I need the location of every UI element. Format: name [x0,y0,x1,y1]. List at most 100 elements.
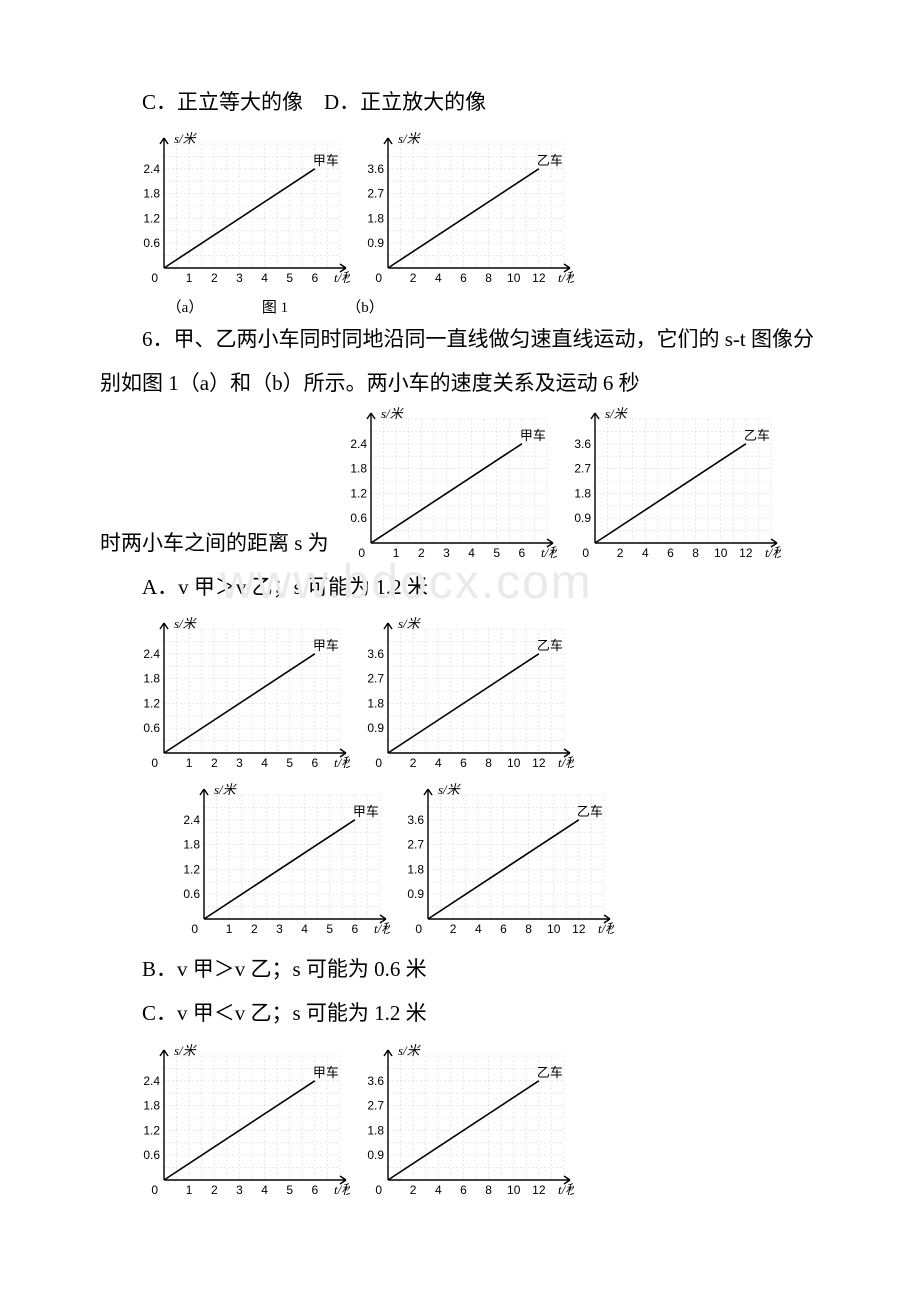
svg-text:1: 1 [392,546,399,560]
svg-text:2.7: 2.7 [574,462,591,476]
svg-text:6: 6 [312,1183,319,1197]
svg-text:t/秒: t/秒 [558,755,574,770]
svg-text:6: 6 [460,756,467,770]
svg-text:甲车: 甲车 [520,428,546,443]
chart-a-2: 0.61.21.82.41234560s/米t/秒甲车 [337,405,557,565]
svg-text:4: 4 [261,1183,268,1197]
svg-text:乙车: 乙车 [537,638,563,653]
svg-text:0.6: 0.6 [143,722,160,736]
svg-text:12: 12 [532,756,546,770]
svg-text:2: 2 [211,271,218,285]
svg-text:2.4: 2.4 [143,162,160,176]
option-c-top: C．正立等大的像 [142,90,303,114]
svg-text:0.6: 0.6 [143,1148,160,1162]
option-a: A．v 甲＞v 乙；s 可能为 1.2 米 [100,565,820,609]
svg-text:10: 10 [714,546,728,560]
svg-text:8: 8 [525,922,532,936]
svg-text:t/秒: t/秒 [558,270,574,285]
svg-text:0.9: 0.9 [367,1148,384,1162]
svg-text:1.2: 1.2 [183,863,200,877]
svg-text:0: 0 [151,756,158,770]
svg-text:4: 4 [435,1183,442,1197]
svg-text:8: 8 [485,271,492,285]
svg-text:1.8: 1.8 [407,863,424,877]
chart-pair-1: 0.61.21.82.41234560s/米t/秒甲车 0.91.82.73.6… [130,130,820,290]
svg-text:1: 1 [186,756,193,770]
svg-text:2.7: 2.7 [367,187,384,201]
svg-text:5: 5 [493,546,500,560]
chart-b-1: 0.91.82.73.6246810120s/米t/秒乙车 [354,130,574,290]
svg-text:1.2: 1.2 [350,487,367,501]
svg-text:0: 0 [151,1183,158,1197]
fig1-caption: （a） 图 1 （b） [130,296,820,317]
svg-text:3: 3 [276,922,283,936]
svg-text:s/米: s/米 [174,131,198,146]
svg-text:1.2: 1.2 [143,697,160,711]
svg-text:0: 0 [358,546,365,560]
svg-text:4: 4 [468,546,475,560]
svg-text:4: 4 [435,756,442,770]
chart-pair-5: 0.61.21.82.41234560s/米t/秒甲车 0.91.82.73.6… [130,1042,820,1202]
svg-text:乙车: 乙车 [744,428,770,443]
svg-text:乙车: 乙车 [537,1064,563,1079]
svg-text:2: 2 [410,756,417,770]
svg-text:0.9: 0.9 [574,511,591,525]
chart-a-5: 0.61.21.82.41234560s/米t/秒甲车 [130,1042,350,1202]
svg-text:2: 2 [251,922,258,936]
svg-text:甲车: 甲车 [313,1064,339,1079]
svg-text:8: 8 [692,546,699,560]
svg-text:2.7: 2.7 [367,672,384,686]
svg-text:t/秒: t/秒 [598,921,614,936]
svg-text:3: 3 [236,756,243,770]
svg-text:10: 10 [507,271,521,285]
chart-pair-4: 0.61.21.82.41234560s/米t/秒甲车 0.91.82.73.6… [170,781,820,941]
svg-text:4: 4 [261,271,268,285]
svg-text:1.2: 1.2 [143,211,160,225]
svg-text:5: 5 [286,1183,293,1197]
svg-text:3.6: 3.6 [367,647,384,661]
svg-text:乙车: 乙车 [577,804,603,819]
svg-text:t/秒: t/秒 [558,1182,574,1197]
svg-text:2.4: 2.4 [143,647,160,661]
chart-b-3: 0.91.82.73.6246810120s/米t/秒乙车 [354,615,574,775]
svg-text:1.8: 1.8 [143,1098,160,1112]
svg-text:1.8: 1.8 [367,697,384,711]
svg-text:4: 4 [261,756,268,770]
svg-text:3: 3 [443,546,450,560]
svg-text:6: 6 [312,756,319,770]
svg-text:0: 0 [375,756,382,770]
svg-text:12: 12 [532,1183,546,1197]
svg-text:2: 2 [410,1183,417,1197]
chart-b-2: 0.91.82.73.6246810120s/米t/秒乙车 [561,405,781,565]
svg-text:s/米: s/米 [174,616,198,631]
svg-text:0.9: 0.9 [407,888,424,902]
svg-text:s/米: s/米 [438,782,462,797]
svg-text:s/米: s/米 [398,131,422,146]
svg-text:1.8: 1.8 [183,838,200,852]
svg-text:1.8: 1.8 [367,1123,384,1137]
svg-text:4: 4 [301,922,308,936]
option-d-top: D．正立放大的像 [324,90,486,114]
svg-text:6: 6 [352,922,359,936]
option-line-cd: C．正立等大的像 D．正立放大的像 [100,80,820,124]
svg-text:6: 6 [460,271,467,285]
svg-text:3: 3 [236,271,243,285]
chart-b-4: 0.91.82.73.6246810120s/米t/秒乙车 [394,781,614,941]
chart-a-4: 0.61.21.82.41234560s/米t/秒甲车 [170,781,390,941]
svg-text:s/米: s/米 [174,1043,198,1058]
svg-text:1.8: 1.8 [574,487,591,501]
svg-text:0.9: 0.9 [367,236,384,250]
svg-text:8: 8 [485,1183,492,1197]
svg-text:1.8: 1.8 [350,462,367,476]
svg-text:3.6: 3.6 [574,437,591,451]
svg-text:12: 12 [739,546,753,560]
svg-text:5: 5 [286,756,293,770]
svg-text:0: 0 [191,922,198,936]
svg-text:1.2: 1.2 [143,1123,160,1137]
svg-text:1.8: 1.8 [143,187,160,201]
svg-text:0: 0 [375,1183,382,1197]
svg-text:0: 0 [151,271,158,285]
svg-text:10: 10 [547,922,561,936]
svg-text:6: 6 [312,271,319,285]
svg-text:2.4: 2.4 [143,1073,160,1087]
